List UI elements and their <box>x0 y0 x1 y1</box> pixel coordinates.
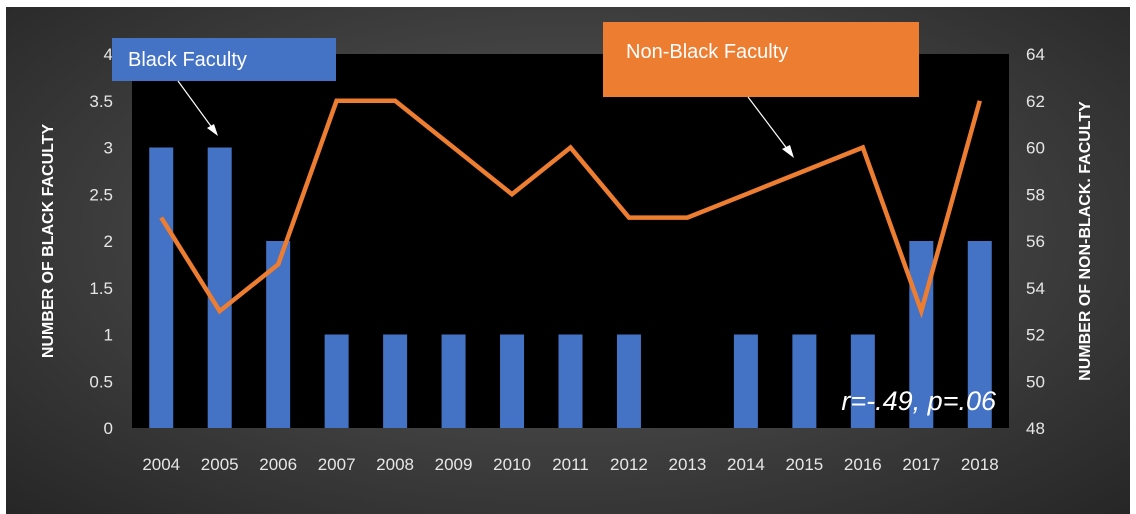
bar-2011 <box>558 334 583 428</box>
x-tick: 2006 <box>259 455 297 474</box>
legend-label-black-faculty: Black Faculty <box>128 49 247 71</box>
x-tick: 2005 <box>201 455 239 474</box>
x-tick: 2009 <box>435 455 473 474</box>
bar-2005 <box>207 147 232 428</box>
x-tick: 2017 <box>902 455 940 474</box>
y-tick-left: 0.5 <box>89 372 113 391</box>
legend-callout-black-faculty: Black Faculty <box>112 38 336 136</box>
combo-chart: 0 0.5 1 1.5 2 2.5 3 3.5 4 48 50 52 54 56 58 60 62 64 200… <box>40 22 1094 474</box>
bar-2010 <box>500 334 525 428</box>
x-tick: 2011 <box>552 455 589 474</box>
y-tick-right: 56 <box>1026 232 1045 251</box>
bar-2012 <box>616 334 641 428</box>
bar-2004 <box>149 147 174 428</box>
y-axis-right-title: NUMBER OF NON-BLACK. FACULTY <box>1077 101 1094 381</box>
callout-pointer-non-black <box>747 96 789 151</box>
bar-2017 <box>909 241 934 428</box>
chart-area: 0 0.5 1 1.5 2 2.5 3 3.5 4 48 50 52 54 56 58 60 62 64 200… <box>6 7 1130 514</box>
y-tick-right: 64 <box>1026 45 1045 64</box>
bar-2018 <box>967 241 992 428</box>
x-tick: 2013 <box>669 455 707 474</box>
x-tick: 2014 <box>727 455 765 474</box>
callout-arrowhead-black <box>207 124 218 136</box>
correlation-annotation: r=-.49, p=.06 <box>841 386 997 416</box>
x-tick: 2007 <box>318 455 356 474</box>
y-tick-right: 50 <box>1026 372 1045 391</box>
x-tick: 2018 <box>961 455 999 474</box>
y-tick-left: 0 <box>104 419 113 438</box>
y-tick-right: 52 <box>1026 326 1045 345</box>
y-tick-left: 1.5 <box>89 279 113 298</box>
y-tick-right: 62 <box>1026 92 1045 111</box>
y-tick-right: 48 <box>1026 419 1045 438</box>
x-tick: 2016 <box>844 455 882 474</box>
y-tick-right: 60 <box>1026 139 1045 158</box>
legend-callout-non-black-faculty: Non-Black Faculty <box>603 22 919 158</box>
legend-label-non-black-faculty: Non-Black Faculty <box>626 41 788 63</box>
callout-arrowhead-non-black <box>782 145 794 158</box>
x-tick: 2010 <box>493 455 531 474</box>
callout-pointer-black <box>177 80 214 130</box>
y-axis-left-title: NUMBER OF BLACK FACULTY <box>40 124 57 359</box>
y-tick-left: 2 <box>104 232 113 251</box>
x-tick: 2015 <box>785 455 823 474</box>
x-tick: 2008 <box>376 455 414 474</box>
y-tick-left: 4 <box>104 45 113 64</box>
bar-2008 <box>383 334 408 428</box>
y-tick-right: 54 <box>1026 279 1045 298</box>
y-tick-left: 3.5 <box>89 92 113 111</box>
bar-2014 <box>733 334 758 428</box>
x-tick: 2004 <box>142 455 180 474</box>
y-tick-left: 3 <box>104 139 113 158</box>
bar-2015 <box>792 334 817 428</box>
bar-2016 <box>850 334 875 428</box>
bar-2007 <box>324 334 349 428</box>
x-tick: 2012 <box>610 455 648 474</box>
y-tick-right: 58 <box>1026 185 1045 204</box>
y-tick-left: 1 <box>104 326 113 345</box>
y-tick-left: 2.5 <box>89 185 113 204</box>
bar-2009 <box>441 334 466 428</box>
